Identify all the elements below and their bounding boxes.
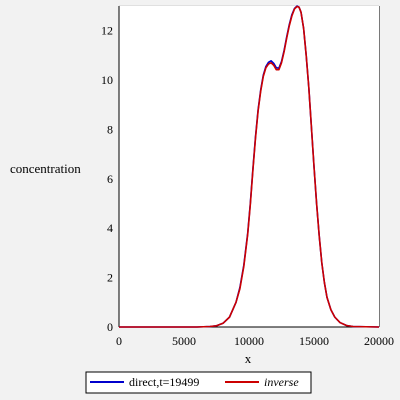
plot-frame bbox=[118, 6, 379, 328]
y-tick-label: 6 bbox=[107, 172, 113, 186]
legend-box bbox=[85, 371, 312, 394]
legend-label-inverse: inverse bbox=[264, 375, 299, 389]
y-tick-label: 0 bbox=[107, 320, 113, 334]
x-tick-label: 0 bbox=[116, 334, 122, 348]
legend-label-direct: direct,t=19499 bbox=[129, 375, 199, 389]
plot-area bbox=[119, 6, 379, 327]
x-tick-label: 15000 bbox=[299, 334, 329, 348]
legend: direct,t=19499 inverse bbox=[85, 371, 312, 394]
y-tick-label: 2 bbox=[107, 271, 113, 285]
series-layer bbox=[119, 5, 380, 328]
y-tick-label: 10 bbox=[101, 73, 113, 87]
axis-ticks: 0 5000 10000 15000 20000 0 2 4 6 8 10 12 bbox=[101, 24, 394, 348]
y-tick-label: 12 bbox=[101, 24, 113, 38]
x-tick-label: 20000 bbox=[364, 334, 394, 348]
y-tick-label: 8 bbox=[107, 122, 113, 136]
x-tick-label: 5000 bbox=[172, 334, 196, 348]
y-tick-label: 4 bbox=[107, 221, 113, 235]
y-axis-label: concentration bbox=[10, 161, 81, 176]
x-axis-label: x bbox=[245, 351, 252, 366]
x-tick-label: 10000 bbox=[234, 334, 264, 348]
series-line-inverse bbox=[119, 5, 380, 328]
